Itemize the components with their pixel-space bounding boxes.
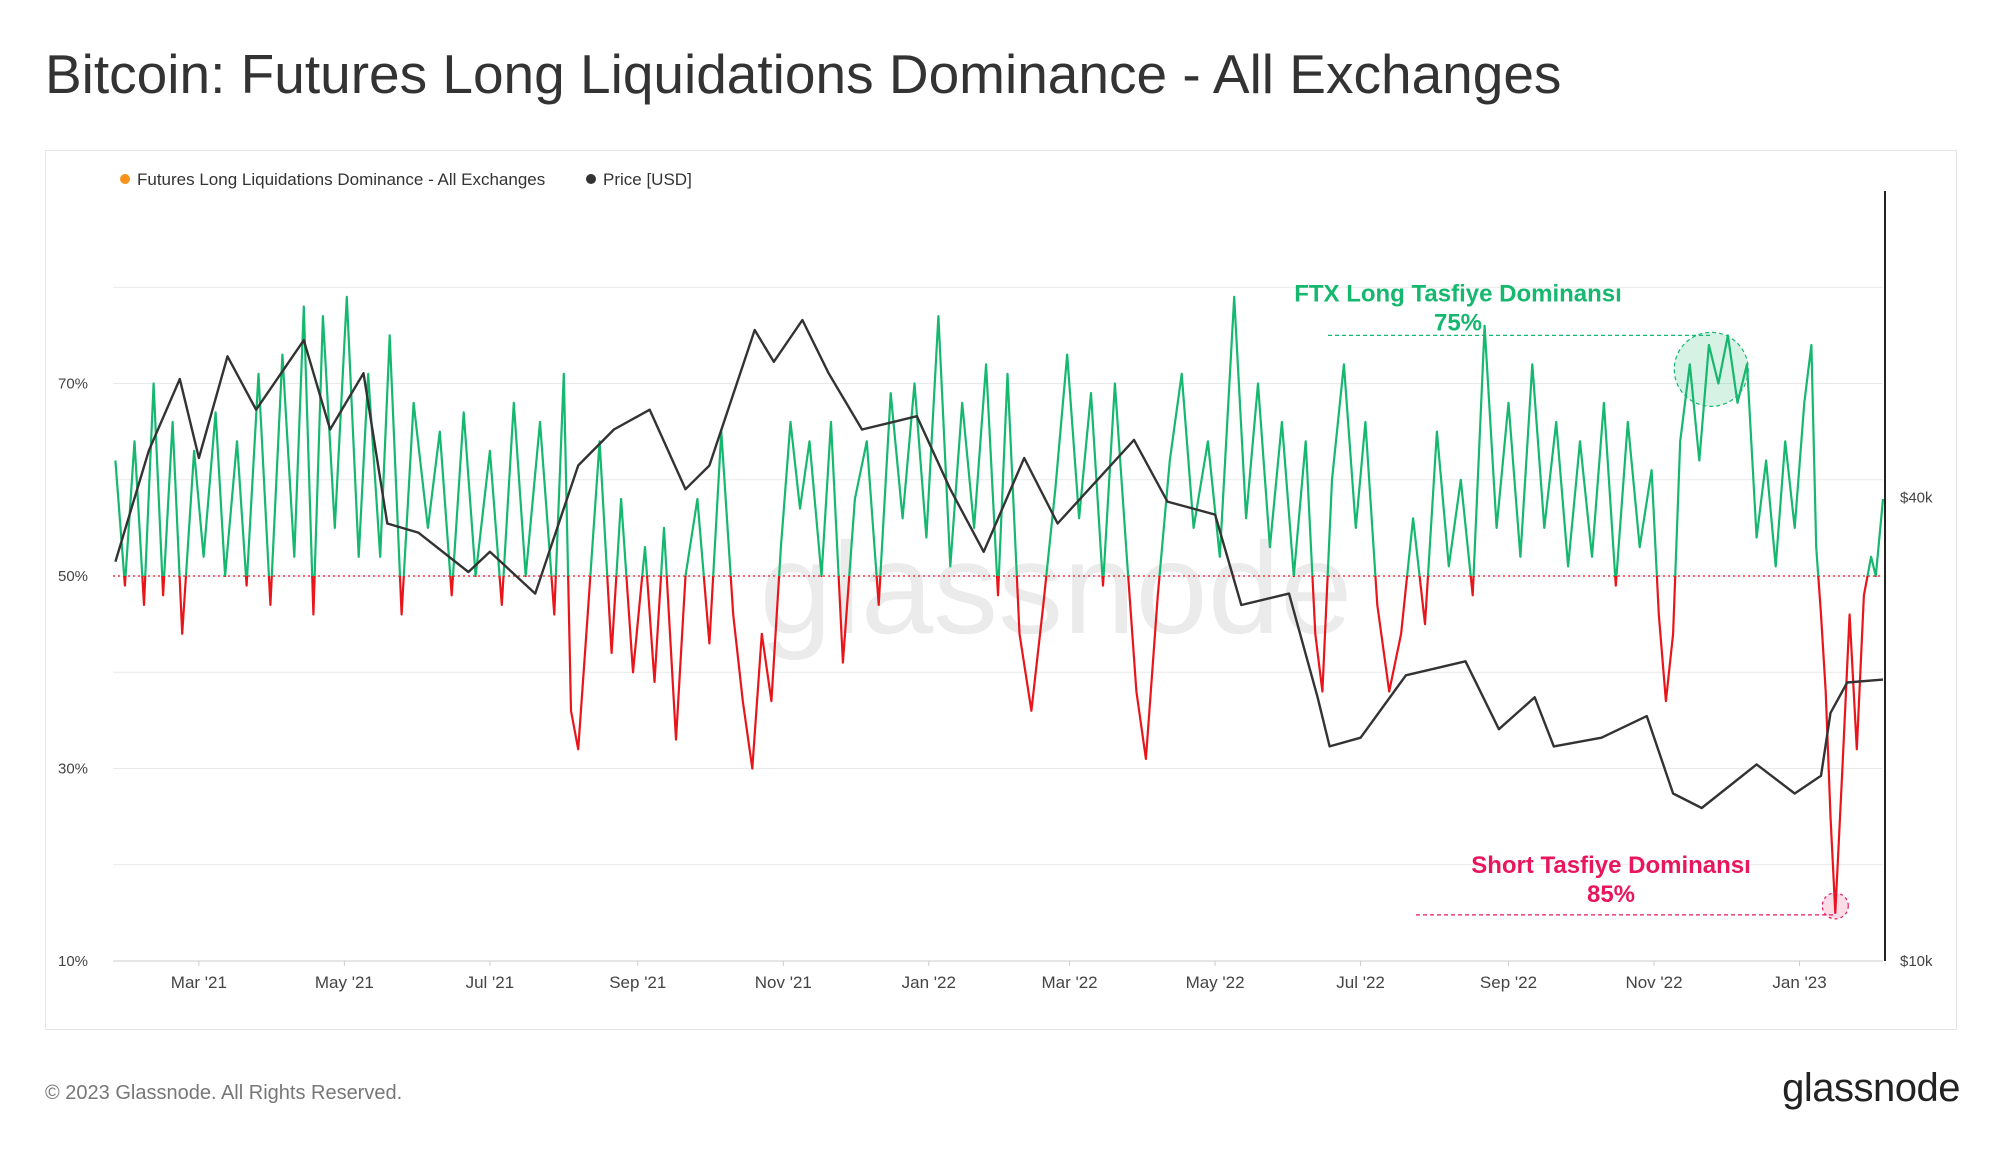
y-tick-left: 10% — [58, 953, 88, 970]
legend-label-price[interactable]: Price [USD] — [603, 170, 692, 189]
dominance-line-above-50 — [114, 295, 1885, 576]
chart-container: Futures Long Liquidations Dominance - Al… — [45, 150, 1957, 1030]
x-tick-label: Jan '23 — [1772, 973, 1826, 992]
y-tick-right: $10k — [1900, 953, 1933, 970]
copyright: © 2023 Glassnode. All Rights Reserved. — [45, 1082, 403, 1104]
y-tick-left: 70% — [58, 376, 88, 393]
x-tick-label: Jul '21 — [466, 973, 515, 992]
ftx-highlight-circle — [1673, 331, 1749, 407]
legend-label-dominance[interactable]: Futures Long Liquidations Dominance - Al… — [137, 170, 545, 189]
legend-marker-price — [586, 174, 596, 184]
y-tick-left: 50% — [58, 568, 88, 585]
page-title: Bitcoin: Futures Long Liquidations Domin… — [45, 43, 1562, 105]
ftx-annotation-title: FTX Long Tasfiye Dominansı — [1294, 280, 1622, 307]
y-tick-left: 30% — [58, 761, 88, 778]
x-tick-label: May '22 — [1186, 973, 1245, 992]
short-annotation-value: 85% — [1587, 881, 1635, 908]
short-highlight-circle — [1821, 892, 1849, 920]
ftx-annotation-value: 75% — [1434, 309, 1482, 336]
x-tick-label: Mar '21 — [171, 973, 227, 992]
dominance-series — [114, 295, 1885, 915]
x-tick-label: Sep '22 — [1480, 973, 1537, 992]
price-series — [114, 318, 1884, 810]
short-annotation-title: Short Tasfiye Dominansı — [1471, 852, 1751, 879]
x-tick-label: Jul '22 — [1336, 973, 1385, 992]
x-tick-label: Mar '22 — [1041, 973, 1097, 992]
legend-marker-dominance — [120, 174, 130, 184]
x-tick-label: Jan '22 — [902, 973, 956, 992]
x-tick-label: Sep '21 — [609, 973, 666, 992]
watermark: glassnode — [760, 515, 1353, 661]
x-tick-label: May '21 — [315, 973, 374, 992]
x-tick-label: Nov '22 — [1625, 973, 1682, 992]
y-tick-right: $40k — [1900, 489, 1933, 506]
liquidations-chart: Futures Long Liquidations Dominance - Al… — [58, 170, 1933, 992]
x-tick-label: Nov '21 — [755, 973, 812, 992]
legend: Futures Long Liquidations Dominance - Al… — [120, 170, 692, 189]
axes: 10% 30% 50% 70% $10k $40k Mar '21 May '21 Jul '2… — [58, 191, 1933, 992]
price-line — [114, 318, 1884, 810]
brand-logo[interactable]: glassnode — [1782, 1066, 1960, 1110]
dominance-line-below-50 — [123, 576, 1877, 915]
